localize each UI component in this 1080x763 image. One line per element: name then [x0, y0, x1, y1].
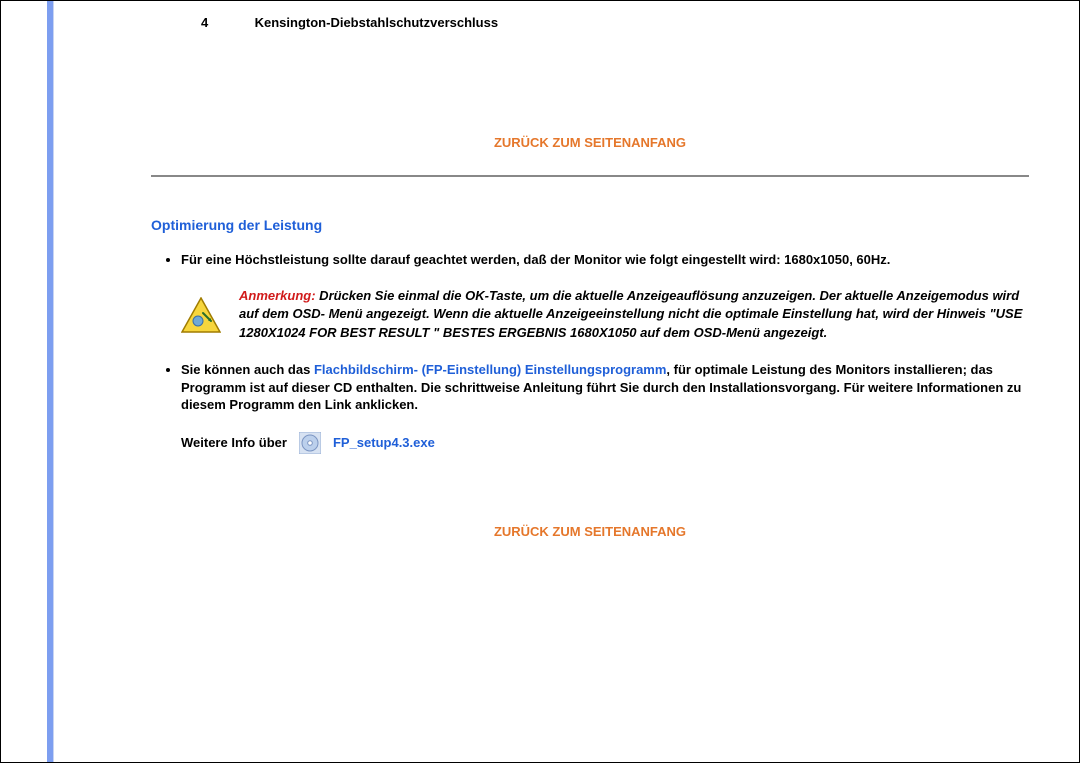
back-to-top-link-2[interactable]: ZURÜCK ZUM SEITENANFANG: [494, 524, 686, 539]
more-info-row: Weitere Info über FP_setup4.3.exe: [181, 432, 1029, 454]
spec-number: 4: [201, 15, 251, 30]
spec-label: Kensington-Diebstahlschutzverschluss: [255, 15, 498, 30]
note-block: Anmerkung: Drücken Sie einmal die OK-Tas…: [181, 287, 1029, 344]
bullet-item-2: Sie können auch das Flachbildschirm- (FP…: [181, 361, 1029, 414]
fp-settings-link[interactable]: Flachbildschirm- (FP-Einstellung) Einste…: [314, 362, 666, 377]
back-to-top-1: ZURÜCK ZUM SEITENANFANG: [151, 135, 1029, 150]
note-text: Anmerkung: Drücken Sie einmal die OK-Tas…: [239, 287, 1029, 344]
divider: [151, 175, 1029, 177]
bullet-list-1: Für eine Höchstleistung sollte darauf ge…: [181, 251, 1029, 269]
more-info-label: Weitere Info über: [181, 435, 287, 450]
page-frame: 4 Kensington-Diebstahlschutzverschluss Z…: [0, 0, 1080, 763]
note-label: Anmerkung:: [239, 288, 316, 303]
bullet-2-before: Sie können auch das: [181, 362, 314, 377]
bullet-item-1: Für eine Höchstleistung sollte darauf ge…: [181, 251, 1029, 269]
spec-row: 4 Kensington-Diebstahlschutzverschluss: [151, 1, 1029, 30]
back-to-top-link-1[interactable]: ZURÜCK ZUM SEITENANFANG: [494, 135, 686, 150]
bullet-list-2: Sie können auch das Flachbildschirm- (FP…: [181, 361, 1029, 414]
section-title: Optimierung der Leistung: [151, 217, 1029, 233]
note-body: Drücken Sie einmal die OK-Taste, um die …: [239, 288, 1022, 341]
content-area: 4 Kensington-Diebstahlschutzverschluss Z…: [151, 1, 1069, 539]
back-to-top-2: ZURÜCK ZUM SEITENANFANG: [151, 524, 1029, 539]
fp-setup-file-link[interactable]: FP_setup4.3.exe: [333, 435, 435, 450]
sidebar-stripe-edge: [53, 1, 54, 762]
warning-icon: [181, 297, 221, 333]
cd-icon: [299, 432, 321, 454]
